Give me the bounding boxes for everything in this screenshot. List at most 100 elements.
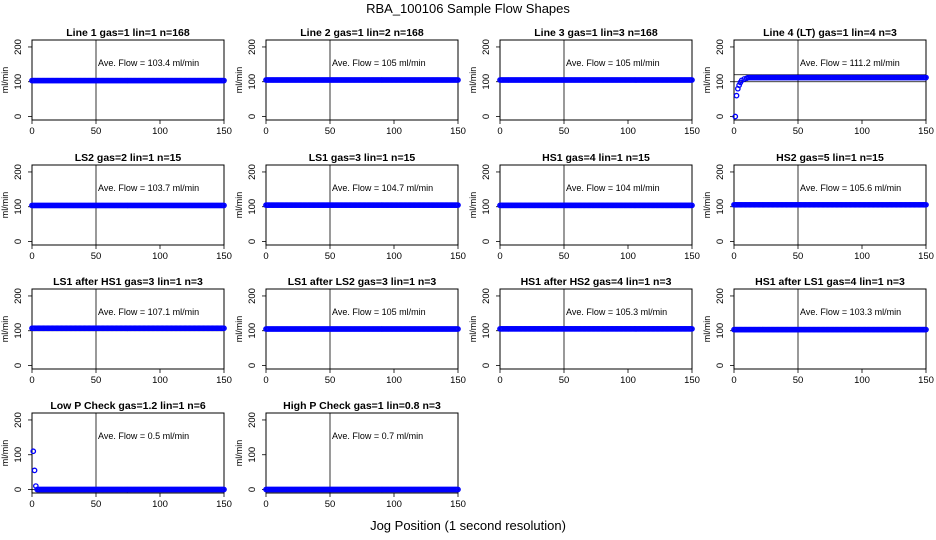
data-point xyxy=(455,77,461,83)
x-tick-label: 50 xyxy=(325,126,336,137)
x-tick-label: 100 xyxy=(854,251,870,262)
data-point xyxy=(689,326,695,332)
ave-flow-annotation: Ave. Flow = 105 ml/min xyxy=(566,58,660,68)
x-tick-label: 0 xyxy=(731,251,736,262)
x-tick-label: 150 xyxy=(216,126,232,137)
x-tick-label: 0 xyxy=(263,375,268,386)
panel-6: LS1 gas=3 lin=1 n=15 0 50 100 150 0 100 200 ml/m… xyxy=(234,152,466,262)
data-point xyxy=(31,467,38,474)
y-tick-label: 100 xyxy=(481,74,492,90)
panel-title: LS1 after HS1 gas=3 lin=1 n=3 xyxy=(53,276,203,288)
y-axis-label: ml/min xyxy=(702,316,712,343)
y-axis-label: ml/min xyxy=(234,192,244,219)
data-point xyxy=(455,486,461,493)
data-point xyxy=(923,201,929,208)
ave-flow-annotation: Ave. Flow = 105.3 ml/min xyxy=(566,307,667,317)
x-tick-label: 0 xyxy=(731,126,736,137)
x-tick-label: 50 xyxy=(91,375,102,386)
ave-flow-annotation: Ave. Flow = 104.7 ml/min xyxy=(332,183,433,193)
x-tick-label: 0 xyxy=(29,251,34,262)
ave-flow-annotation: Ave. Flow = 103.4 ml/min xyxy=(98,58,199,68)
panel-title: Line 3 gas=1 lin=3 n=168 xyxy=(534,27,658,39)
y-tick-label: 0 xyxy=(247,363,258,368)
data-point xyxy=(736,82,742,89)
panel-title: High P Check gas=1 lin=0.8 n=3 xyxy=(283,400,441,412)
x-tick-label: 0 xyxy=(497,126,502,137)
y-tick-label: 200 xyxy=(13,39,24,55)
data-point xyxy=(221,486,227,493)
data-point xyxy=(923,326,929,333)
x-tick-label: 50 xyxy=(91,251,102,262)
y-axis-label: ml/min xyxy=(468,67,478,94)
y-tick-label: 200 xyxy=(13,164,24,180)
y-tick-label: 0 xyxy=(247,487,258,492)
y-axis-label: ml/min xyxy=(468,316,478,343)
panel-3: Line 3 gas=1 lin=3 n=168 0 50 100 150 0 100 200… xyxy=(468,27,700,137)
x-tick-label: 100 xyxy=(620,251,636,262)
y-tick-label: 200 xyxy=(247,412,258,428)
x-tick-label: 0 xyxy=(731,375,736,386)
data-point xyxy=(221,77,227,84)
panel-2: Line 2 gas=1 lin=2 n=168 0 50 100 150 0 100 200… xyxy=(234,27,466,137)
y-tick-label: 0 xyxy=(481,239,492,244)
y-tick-label: 200 xyxy=(715,288,726,304)
x-tick-label: 100 xyxy=(386,126,402,137)
y-tick-label: 0 xyxy=(715,363,726,368)
x-tick-label: 150 xyxy=(918,126,934,137)
y-tick-label: 100 xyxy=(247,447,258,463)
ave-flow-annotation: Ave. Flow = 105.6 ml/min xyxy=(800,183,901,193)
panel-8: HS2 gas=5 lin=1 n=15 0 50 100 150 0 100 200 ml/m… xyxy=(702,152,934,262)
plot-frame xyxy=(265,412,459,494)
y-tick-label: 100 xyxy=(13,323,24,339)
x-tick-label: 150 xyxy=(216,251,232,262)
x-tick-label: 50 xyxy=(91,126,102,137)
x-tick-label: 50 xyxy=(793,251,804,262)
data-point xyxy=(30,448,37,455)
panel-title: HS1 after LS1 gas=4 lin=1 n=3 xyxy=(755,276,905,288)
x-tick-label: 100 xyxy=(152,499,168,510)
x-tick-label: 100 xyxy=(386,375,402,386)
y-tick-label: 100 xyxy=(13,199,24,215)
panel-11: HS1 after HS2 gas=4 lin=1 n=3 0 50 100 150 0 1… xyxy=(468,276,700,386)
x-tick-label: 150 xyxy=(216,375,232,386)
data-point xyxy=(689,77,695,83)
y-axis-label: ml/min xyxy=(0,440,10,467)
y-axis-label: ml/min xyxy=(0,192,10,219)
ave-flow-annotation: Ave. Flow = 105 ml/min xyxy=(332,58,426,68)
panel-title: Line 2 gas=1 lin=2 n=168 xyxy=(300,27,424,39)
panel-14: High P Check gas=1 lin=0.8 n=3 0 50 100 150 0… xyxy=(234,400,466,510)
x-tick-label: 150 xyxy=(450,126,466,137)
panel-12: HS1 after LS1 gas=4 lin=1 n=3 0 50 100 150 0 1… xyxy=(702,276,934,386)
x-tick-label: 150 xyxy=(450,251,466,262)
y-tick-label: 0 xyxy=(13,114,24,119)
x-tick-label: 150 xyxy=(918,375,934,386)
x-tick-label: 0 xyxy=(263,126,268,137)
panel-10: LS1 after LS2 gas=3 lin=1 n=3 0 50 100 150 0 1… xyxy=(234,276,466,386)
x-tick-label: 100 xyxy=(386,499,402,510)
y-tick-label: 100 xyxy=(715,74,726,90)
x-tick-label: 0 xyxy=(29,126,34,137)
y-tick-label: 0 xyxy=(481,114,492,119)
y-axis-label: ml/min xyxy=(468,192,478,219)
y-tick-label: 100 xyxy=(481,199,492,215)
y-tick-label: 100 xyxy=(247,323,258,339)
y-tick-label: 100 xyxy=(13,447,24,463)
x-tick-label: 100 xyxy=(620,126,636,137)
panel-title: Line 4 (LT) gas=1 lin=4 n=3 xyxy=(763,27,897,39)
x-tick-label: 50 xyxy=(559,126,570,137)
plot-frame xyxy=(31,412,225,494)
y-axis-label: ml/min xyxy=(234,440,244,467)
x-tick-label: 0 xyxy=(263,499,268,510)
x-tick-label: 150 xyxy=(450,499,466,510)
x-tick-label: 100 xyxy=(152,126,168,137)
panel-7: HS1 gas=4 lin=1 n=15 0 50 100 150 0 100 200 ml/m… xyxy=(468,152,700,262)
ave-flow-annotation: Ave. Flow = 107.1 ml/min xyxy=(98,307,199,317)
panel-title: LS1 gas=3 lin=1 n=15 xyxy=(309,152,416,164)
panel-9: LS1 after HS1 gas=3 lin=1 n=3 0 50 100 150 0 1… xyxy=(0,276,232,386)
y-tick-label: 200 xyxy=(715,39,726,55)
figure-x-axis-label: Jog Position (1 second resolution) xyxy=(370,518,566,533)
x-tick-label: 0 xyxy=(29,375,34,386)
panel-title: LS2 gas=2 lin=1 n=15 xyxy=(75,152,182,164)
